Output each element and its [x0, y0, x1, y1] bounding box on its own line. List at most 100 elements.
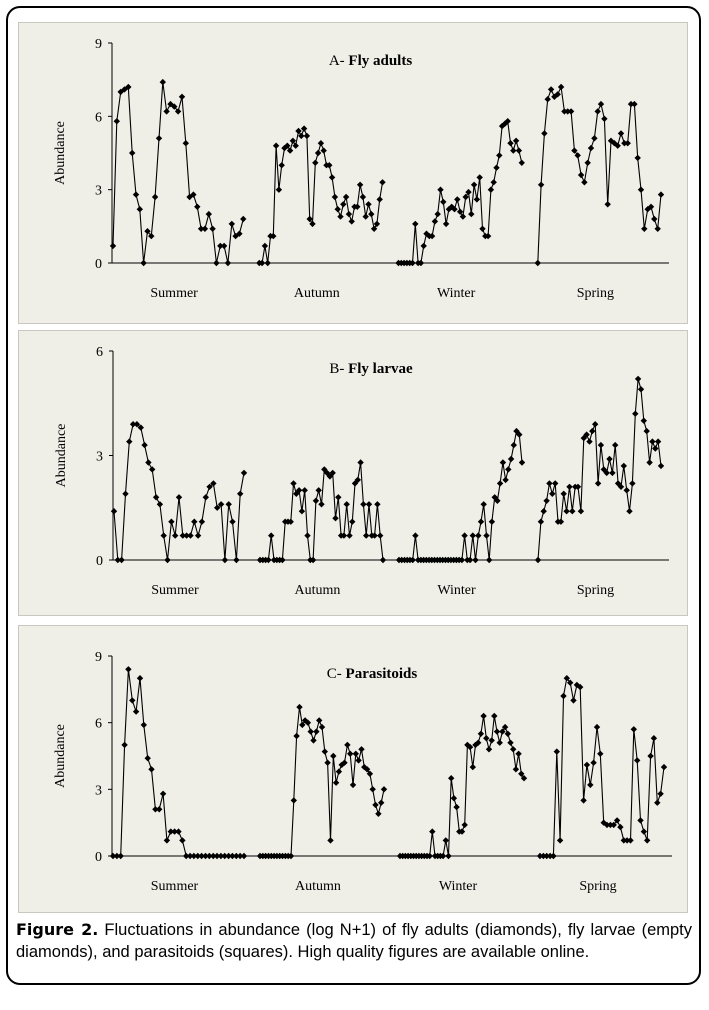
data-point	[321, 748, 328, 755]
data-point	[295, 127, 302, 135]
data-point	[629, 480, 636, 487]
data-point	[604, 201, 611, 208]
data-point	[365, 201, 372, 208]
data-point	[202, 494, 209, 501]
data-point	[587, 781, 594, 789]
data-point	[540, 508, 547, 515]
y-tick-label: 6	[95, 717, 102, 732]
data-point	[484, 232, 492, 240]
data-point	[316, 717, 323, 724]
data-point	[590, 759, 597, 766]
data-point	[537, 518, 545, 525]
data-point	[141, 441, 148, 449]
data-point	[182, 140, 189, 147]
data-point	[329, 469, 336, 477]
data-point	[164, 556, 171, 564]
data-point	[163, 108, 170, 115]
chart-title: B- Fly larvae	[329, 361, 413, 377]
data-point	[451, 206, 458, 213]
data-point	[179, 532, 186, 539]
data-point	[580, 797, 587, 804]
data-point	[197, 225, 205, 232]
data-point	[494, 497, 501, 504]
data-point	[475, 532, 482, 539]
data-point	[348, 218, 355, 225]
data-point	[167, 828, 174, 835]
data-point	[651, 215, 658, 223]
data-point	[228, 220, 235, 228]
y-tick-label: 3	[95, 783, 102, 798]
data-point	[634, 757, 641, 764]
data-point	[354, 476, 361, 484]
data-point	[125, 83, 132, 91]
data-point	[286, 147, 294, 154]
data-point	[159, 78, 166, 86]
data-point	[442, 220, 450, 228]
data-point	[600, 819, 607, 826]
season-label-summer: Summer	[150, 286, 198, 301]
series-line-spring	[540, 676, 665, 857]
data-point	[586, 438, 593, 445]
data-point	[445, 852, 452, 860]
data-point	[652, 445, 659, 452]
data-point	[132, 708, 140, 715]
data-point	[117, 852, 124, 860]
data-point	[229, 518, 236, 525]
season-label-spring: Spring	[577, 583, 614, 598]
data-point	[373, 220, 381, 228]
data-point	[378, 799, 385, 806]
data-point	[109, 852, 117, 860]
data-point	[126, 438, 133, 445]
data-point	[221, 556, 229, 564]
y-tick-label: 6	[95, 110, 102, 125]
data-point	[469, 532, 476, 539]
data-point	[563, 675, 570, 682]
data-point	[620, 462, 627, 470]
season-label-spring: Spring	[577, 286, 614, 301]
data-point	[510, 147, 517, 154]
data-point	[623, 487, 630, 494]
data-point	[328, 174, 336, 181]
y-tick-label: 0	[95, 257, 102, 272]
data-point	[268, 532, 275, 539]
data-point	[293, 732, 300, 740]
panel-a-fly-adults: 0 3 6 9 Abundance A- Fly adults Summer Autumn Wi…	[18, 22, 688, 324]
data-point	[597, 441, 605, 449]
data-point	[476, 174, 483, 181]
data-point	[240, 469, 248, 477]
data-point	[657, 790, 664, 797]
data-point	[553, 748, 560, 755]
data-point	[515, 147, 523, 154]
data-point	[240, 852, 248, 860]
season-label-summer: Summer	[151, 879, 199, 894]
data-point	[174, 108, 182, 115]
data-point	[594, 480, 602, 487]
panel-b-fly-larvae: 0 3 6 Abundance B- Fly larvae Summer Autumn Win…	[18, 330, 688, 616]
data-point	[342, 193, 350, 201]
data-point	[591, 135, 598, 142]
data-point	[327, 837, 334, 844]
data-point	[490, 179, 497, 186]
data-point	[270, 232, 277, 240]
data-point	[617, 823, 624, 831]
data-point	[574, 483, 582, 490]
data-point	[507, 140, 514, 147]
data-point	[133, 421, 141, 428]
data-point	[121, 741, 128, 749]
data-point	[547, 86, 555, 93]
data-point	[543, 497, 550, 504]
data-point	[593, 723, 601, 731]
data-point	[159, 790, 167, 797]
data-point	[320, 147, 327, 154]
data-point	[496, 480, 504, 487]
data-point	[117, 88, 124, 96]
data-point	[597, 750, 604, 757]
data-point	[647, 203, 655, 210]
data-point	[641, 225, 648, 232]
data-point	[145, 459, 152, 466]
data-point	[136, 206, 143, 213]
data-point	[298, 508, 306, 515]
data-point	[129, 149, 136, 157]
data-point	[505, 466, 512, 473]
series-line-winter	[400, 715, 525, 857]
